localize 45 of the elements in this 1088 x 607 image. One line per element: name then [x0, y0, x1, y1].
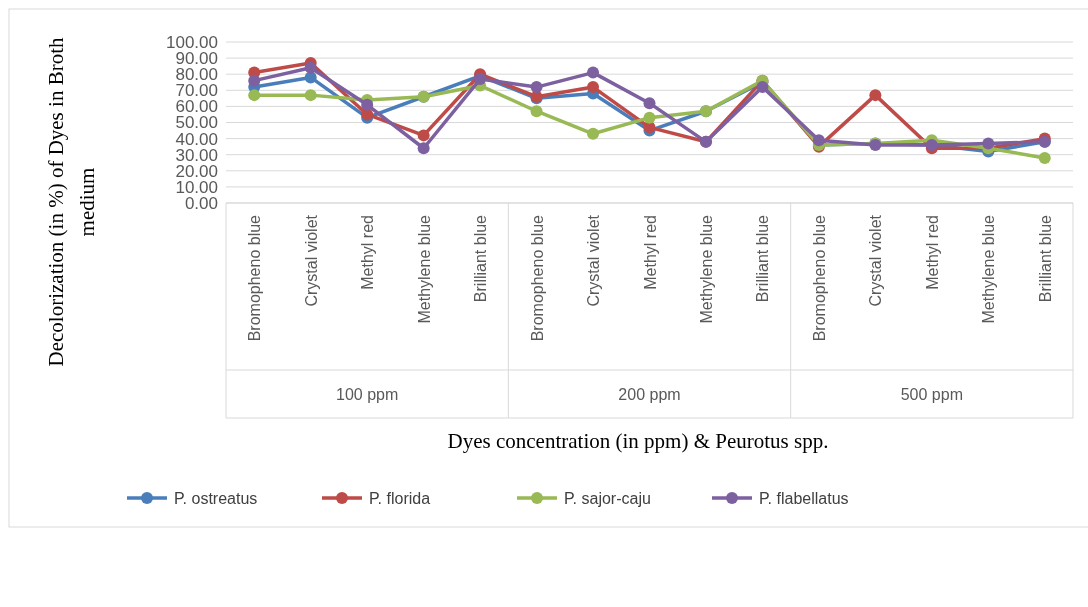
x-tick-label: Bromopheno blue: [810, 214, 828, 342]
x-tick-label: Methyl red: [641, 215, 659, 290]
point: [812, 134, 825, 147]
point: [643, 111, 656, 124]
legend-label: P. flabellatus: [759, 489, 849, 507]
point: [587, 81, 600, 94]
point: [304, 89, 317, 102]
point: [304, 61, 317, 74]
point: [248, 74, 261, 87]
x-tick-label: Brilliant blue: [754, 214, 772, 303]
x-axis-title: Dyes concentration (in ppm) & Peurotus spp.: [447, 429, 829, 453]
x-tick-label: Brilliant blue: [1036, 214, 1054, 303]
text: 100 ppm: [336, 386, 399, 403]
x-tick-label: Methyl red: [359, 215, 377, 290]
x-tick-label: Bromopheno blue: [528, 214, 546, 342]
point: [417, 129, 430, 142]
point: [1038, 151, 1051, 164]
point: [530, 105, 543, 118]
x-tick-label: Methyl red: [923, 215, 941, 290]
x-tick-label: Methylene blue: [697, 214, 715, 324]
point: [530, 81, 543, 94]
point: [756, 81, 769, 94]
text: 500 ppm: [900, 386, 963, 403]
point: [587, 127, 600, 140]
point: [982, 137, 995, 150]
point: [869, 89, 882, 102]
x-tick-label: Crystal violet: [585, 214, 603, 307]
x-tick-label: Brilliant blue: [472, 214, 490, 303]
point: [361, 98, 374, 111]
point: [417, 142, 430, 155]
y-tick-label: 100.00: [166, 32, 218, 52]
x-tick-label: Crystal violet: [302, 214, 320, 307]
y-axis-title: Decolorization (in %) of Dyes in Broth medium: [44, 37, 99, 367]
point: [248, 89, 261, 102]
x-tick-label: Methylene blue: [415, 214, 433, 324]
legend-label: P. ostreatus: [174, 489, 258, 507]
point: [474, 73, 487, 86]
legend-label: P. florida: [369, 489, 431, 507]
x-tick-label: Methylene blue: [980, 214, 998, 324]
legend-label: P. sajor-caju: [564, 489, 651, 507]
x-tick-label: Crystal violet: [867, 214, 885, 307]
text: 200 ppm: [618, 386, 681, 403]
x-tick-label: Bromopheno blue: [246, 214, 264, 342]
point: [587, 66, 600, 79]
point: [643, 97, 656, 110]
